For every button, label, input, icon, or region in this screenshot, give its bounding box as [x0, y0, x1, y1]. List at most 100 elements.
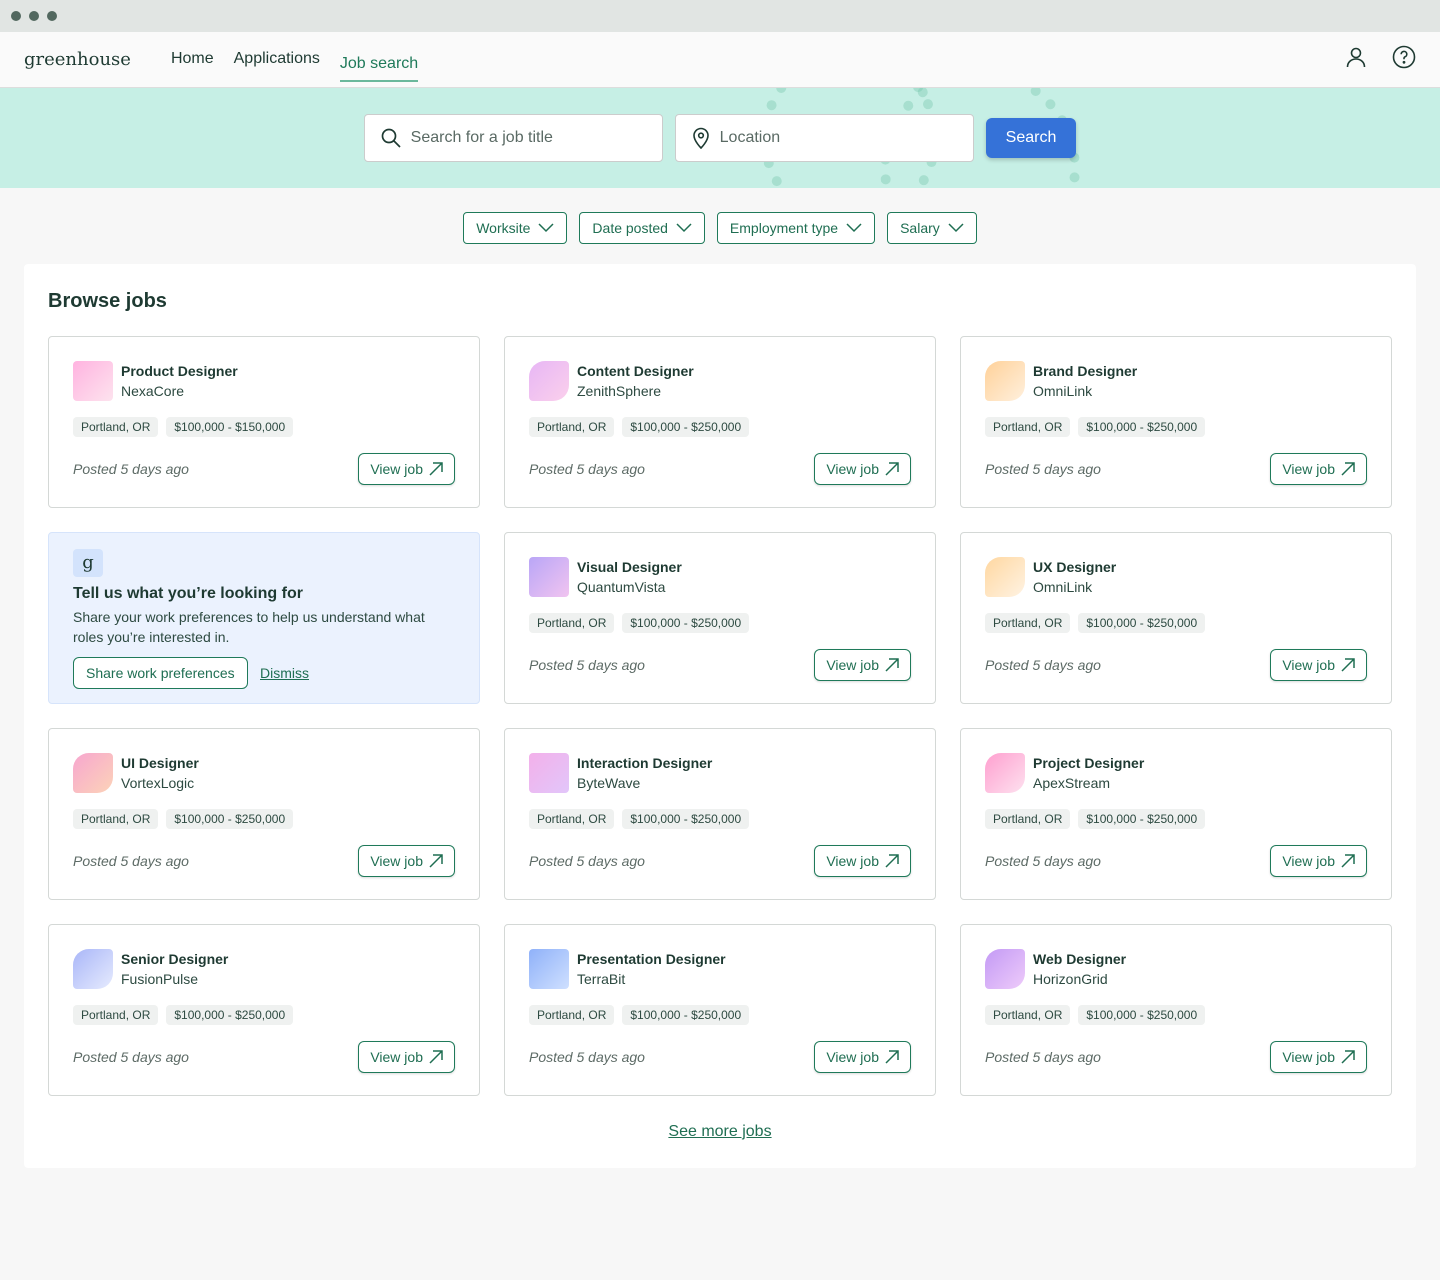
company-name: QuantumVista	[577, 579, 666, 595]
nav-job-search[interactable]: Job search	[339, 38, 419, 82]
location-pin-icon	[692, 127, 709, 149]
window-dot[interactable]	[11, 11, 21, 21]
job-title[interactable]: UX Designer	[1033, 559, 1117, 575]
job-title[interactable]: Visual Designer	[577, 559, 682, 575]
view-job-label: View job	[826, 1049, 879, 1065]
filter-date-posted[interactable]: Date posted	[579, 212, 705, 244]
chevron-down-icon	[948, 223, 964, 233]
location-input[interactable]: Location	[674, 114, 974, 162]
company-logo	[73, 361, 113, 401]
help-icon[interactable]	[1392, 45, 1416, 74]
location-tag: Portland, OR	[73, 809, 159, 829]
salary-tag: $100,000 - $250,000	[622, 809, 750, 829]
chevron-down-icon	[538, 223, 554, 233]
view-job-button[interactable]: View job	[814, 845, 911, 877]
company-logo	[529, 557, 569, 597]
company-logo	[529, 361, 569, 401]
company-name: FusionPulse	[121, 971, 199, 987]
view-job-label: View job	[1282, 657, 1335, 673]
job-card: UX Designer OmniLink Portland, OR $100,00…	[960, 532, 1392, 704]
view-job-button[interactable]: View job	[1270, 1041, 1367, 1073]
job-card: Presentation Designer TerraBit Portland,…	[504, 924, 936, 1096]
view-job-button[interactable]: View job	[814, 453, 911, 485]
filter-bar: Worksite Date posted Employment type Salary	[0, 212, 1440, 244]
posted-date: Posted 5 days ago	[73, 1049, 189, 1065]
view-job-button[interactable]: View job	[1270, 649, 1367, 681]
search-hero: Search for a job title Location Search	[0, 88, 1440, 188]
company-logo	[985, 753, 1025, 793]
view-job-label: View job	[826, 657, 879, 673]
greenhouse-logo[interactable]: greenhouse	[24, 49, 131, 70]
salary-tag: $100,000 - $250,000	[1078, 417, 1206, 437]
external-arrow-icon	[1341, 658, 1355, 672]
job-title[interactable]: Product Designer	[121, 363, 238, 379]
nav-home[interactable]: Home	[170, 49, 214, 67]
search-button[interactable]: Search	[985, 118, 1077, 158]
posted-date: Posted 5 days ago	[529, 853, 645, 869]
nav-applications[interactable]: Applications	[233, 49, 320, 67]
promo-title: Tell us what you’re looking for	[73, 585, 303, 602]
job-card: Visual Designer QuantumVista Portland, O…	[504, 532, 936, 704]
location-tag: Portland, OR	[529, 613, 615, 633]
view-job-button[interactable]: View job	[358, 453, 455, 485]
external-arrow-icon	[885, 462, 899, 476]
job-card: Project Designer ApexStream Portland, OR…	[960, 728, 1392, 900]
see-more-jobs-link[interactable]: See more jobs	[668, 1123, 772, 1140]
view-job-button[interactable]: View job	[1270, 845, 1367, 877]
job-title[interactable]: Project Designer	[1033, 755, 1145, 771]
posted-date: Posted 5 days ago	[985, 461, 1101, 477]
external-arrow-icon	[885, 658, 899, 672]
company-logo	[985, 949, 1025, 989]
top-nav: greenhouse Home Applications Job search	[0, 32, 1440, 88]
job-title[interactable]: Brand Designer	[1033, 363, 1138, 379]
job-card: UI Designer VortexLogic Portland, OR $100…	[48, 728, 480, 900]
filter-label: Date posted	[592, 220, 668, 236]
job-title[interactable]: Web Designer	[1033, 951, 1127, 967]
share-work-preferences-button[interactable]: Share work preferences	[73, 657, 248, 689]
job-card: Interaction Designer ByteWave Portland, …	[504, 728, 936, 900]
search-icon	[381, 128, 401, 148]
window-dot[interactable]	[47, 11, 57, 21]
view-job-button[interactable]: View job	[1270, 453, 1367, 485]
view-job-button[interactable]: View job	[814, 1041, 911, 1073]
salary-tag: $100,000 - $250,000	[166, 1005, 294, 1025]
view-job-button[interactable]: View job	[358, 845, 455, 877]
salary-tag: $100,000 - $250,000	[1078, 613, 1206, 633]
window-dot[interactable]	[29, 11, 39, 21]
jobs-grid: Product Designer NexaCore Portland, OR $1…	[48, 336, 1392, 1096]
job-title-search-input[interactable]: Search for a job title	[363, 114, 663, 162]
view-job-label: View job	[370, 461, 423, 477]
salary-tag: $100,000 - $150,000	[166, 417, 294, 437]
posted-date: Posted 5 days ago	[985, 853, 1101, 869]
user-icon[interactable]	[1344, 45, 1368, 74]
external-arrow-icon	[1341, 1050, 1355, 1064]
company-logo	[529, 949, 569, 989]
chevron-down-icon	[676, 223, 692, 233]
job-card: Web Designer HorizonGrid Portland, OR $10…	[960, 924, 1392, 1096]
location-tag: Portland, OR	[985, 809, 1071, 829]
location-placeholder: Location	[719, 129, 781, 146]
job-title[interactable]: Senior Designer	[121, 951, 229, 967]
filter-salary[interactable]: Salary	[887, 212, 977, 244]
chevron-down-icon	[846, 223, 862, 233]
job-card: Content Designer ZenithSphere Portland, …	[504, 336, 936, 508]
location-tag: Portland, OR	[985, 613, 1071, 633]
view-job-button[interactable]: View job	[814, 649, 911, 681]
salary-tag: $100,000 - $250,000	[622, 417, 750, 437]
external-arrow-icon	[1341, 462, 1355, 476]
filter-worksite[interactable]: Worksite	[463, 212, 568, 244]
filter-employment-type[interactable]: Employment type	[716, 212, 876, 244]
company-name: ByteWave	[577, 775, 641, 791]
view-job-label: View job	[370, 853, 423, 869]
location-tag: Portland, OR	[529, 417, 615, 437]
company-name: NexaCore	[121, 383, 185, 399]
job-title[interactable]: UI Designer	[121, 755, 199, 771]
job-title[interactable]: Presentation Designer	[577, 951, 726, 967]
job-title[interactable]: Interaction Designer	[577, 755, 713, 771]
job-title[interactable]: Content Designer	[577, 363, 694, 379]
posted-date: Posted 5 days ago	[73, 853, 189, 869]
company-name: TerraBit	[577, 971, 626, 987]
view-job-button[interactable]: View job	[358, 1041, 455, 1073]
posted-date: Posted 5 days ago	[529, 1049, 645, 1065]
dismiss-link[interactable]: Dismiss	[260, 665, 309, 681]
